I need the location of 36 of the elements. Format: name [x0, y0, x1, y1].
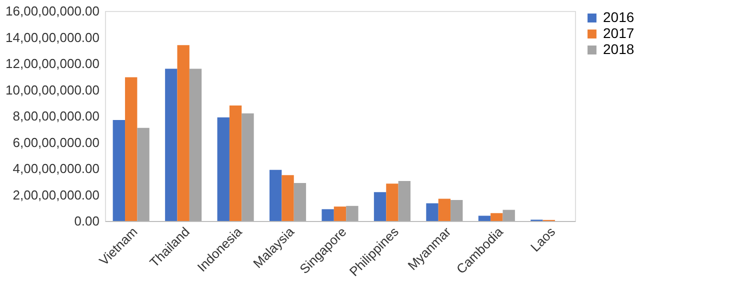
y-tick-label: 8,00,00,000.00 [12, 108, 100, 124]
legend-label: 2017 [603, 25, 634, 41]
bar [294, 182, 306, 221]
bar [478, 216, 491, 221]
bar [346, 206, 358, 221]
bar [217, 117, 230, 221]
bar [322, 209, 334, 221]
y-tick-label: 14,00,00,000.00 [6, 30, 100, 45]
bar [426, 203, 438, 221]
bar [189, 68, 202, 221]
y-tick-label: 10,00,00,000.00 [6, 82, 100, 98]
y-tick-label: 4,00,00,000.00 [12, 161, 100, 176]
bar [165, 68, 178, 221]
bar [125, 77, 138, 221]
y-tick-label: 16,00,00,000.00 [6, 4, 100, 18]
bar [438, 198, 451, 221]
bar [270, 170, 282, 221]
y-tick-label: 6,00,00,000.00 [12, 134, 100, 150]
bar [502, 210, 515, 221]
bar [229, 106, 242, 221]
bar [386, 184, 398, 221]
y-tick-label: 2,00,00,000.00 [12, 187, 100, 202]
bar [282, 175, 294, 221]
bar [137, 128, 150, 221]
bar [374, 192, 386, 221]
bar [398, 180, 410, 221]
y-tick-label: 0.00 [74, 214, 100, 228]
legend-label: 2016 [603, 9, 634, 25]
bar [490, 213, 503, 221]
legend-label: 2018 [603, 41, 634, 57]
bar [334, 206, 346, 221]
bar [177, 45, 190, 221]
bar [450, 200, 463, 221]
y-tick-label: 12,00,00,000.00 [6, 56, 100, 71]
bar [242, 113, 254, 221]
bar [112, 120, 126, 221]
